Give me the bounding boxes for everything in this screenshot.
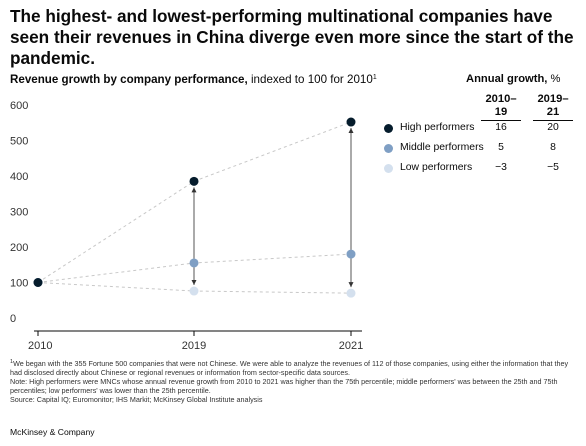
growth-col-rule-1 (481, 120, 521, 121)
data-point-1-2 (346, 249, 356, 259)
data-point-0-1 (189, 176, 199, 186)
y-tick-label: 200 (10, 242, 28, 254)
growth-high-2010-19: 16 (495, 122, 507, 133)
legend-label-low: Low performers (400, 162, 473, 173)
gap-arrow-head-up (348, 128, 354, 134)
line-chart: 0 100 200 300 400 500 600 2010 2019 2021 (10, 100, 363, 352)
data-point-0-2 (346, 117, 356, 127)
growth-low-2010-19: −3 (495, 162, 507, 173)
y-axis: 0 100 200 300 400 500 600 (10, 100, 362, 332)
footnote-1-text: We began with the 355 Fortune 500 compan… (10, 359, 569, 377)
growth-high-2019-21: 20 (547, 122, 559, 133)
data-point-2-2 (346, 288, 356, 298)
footnote-note: Note: High performers were MNCs whose an… (10, 377, 558, 395)
x-tick-label: 2019 (182, 340, 206, 352)
gap-arrow-head-up (191, 187, 197, 193)
y-tick-label: 0 (10, 313, 16, 325)
data-point-0-0 (33, 278, 43, 287)
chart-title-footnote-mark: 1 (372, 74, 377, 81)
legend-label-middle: Middle performers (400, 142, 484, 153)
growth-col-rule-2 (533, 120, 573, 121)
legend-label-high: High performers (400, 122, 475, 133)
chart-title-suffix: indexed to 100 for 2010 (250, 73, 373, 86)
growth-col-head-2010-19-line2: 19 (494, 106, 508, 118)
data-point-1-1 (189, 258, 199, 268)
gap-arrow-head-down (191, 280, 197, 286)
footnotes: 1We began with the 355 Fortune 500 compa… (10, 358, 578, 404)
x-axis: 2010 2019 2021 (28, 331, 363, 352)
series-line-0 (37, 121, 352, 283)
growth-low-2019-21: −5 (547, 162, 559, 173)
footnote-source: Source: Capital IQ; Euromonitor; IHS Mar… (10, 395, 263, 404)
growth-col-head-2019-21-line1: 2019– (537, 93, 569, 105)
y-tick-label: 600 (10, 100, 28, 112)
growth-middle-2019-21: 8 (550, 142, 556, 153)
legend-marker-high (384, 124, 393, 133)
growth-title-label: Annual growth, (466, 73, 548, 85)
growth-col-head-2010-19: 2010– 19 (479, 93, 523, 119)
chart-title: Revenue growth by company performance, (10, 73, 248, 86)
y-tick-label: 400 (10, 171, 28, 183)
legend-marker-low (384, 164, 393, 173)
growth-col-head-2010-19-line1: 2010– (485, 93, 517, 105)
growth-title-unit: % (550, 73, 561, 85)
y-tick-label: 300 (10, 207, 28, 219)
growth-col-head-2019-21-line2: 21 (546, 106, 560, 118)
legend-marker-middle (384, 144, 393, 153)
chart-subtitle: Revenue growth by company performance, i… (10, 73, 377, 86)
footnote-1: 1We began with the 355 Fortune 500 compa… (10, 358, 578, 377)
data-points (33, 117, 356, 298)
footnote-mark: 1 (10, 359, 14, 365)
x-tick-label: 2010 (28, 340, 52, 352)
y-tick-label: 500 (10, 136, 28, 148)
x-tick-label: 2021 (339, 340, 363, 352)
growth-col-head-2019-21: 2019– 21 (531, 93, 575, 119)
gap-arrows (191, 128, 354, 288)
growth-middle-2010-19: 5 (498, 142, 504, 153)
headline: The highest- and lowest-performing multi… (10, 6, 574, 68)
data-point-2-1 (189, 286, 199, 296)
growth-table-title: Annual growth, % (466, 73, 560, 85)
gap-arrow-head-down (348, 282, 354, 288)
brand-name: McKinsey & Company (10, 427, 95, 437)
y-tick-label: 100 (10, 278, 28, 290)
